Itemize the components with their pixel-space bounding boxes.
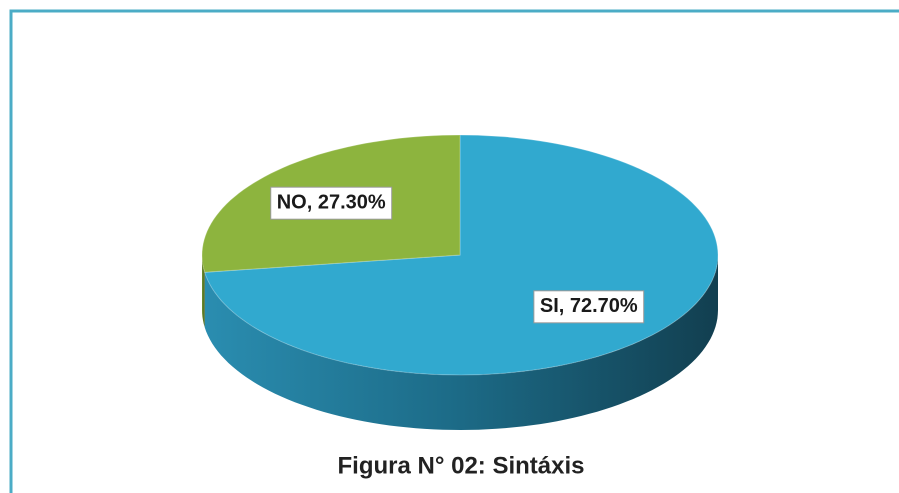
data-label: NO, 27.30% <box>270 186 393 220</box>
slice-side <box>204 255 718 430</box>
data-label-text: SI, 72.70% <box>540 295 638 317</box>
data-label-text: NO, 27.30% <box>277 191 386 213</box>
pie: SI, 72.70% NO, 27.30% <box>201 134 719 430</box>
slice-side <box>202 255 205 328</box>
chart-title: Figura N° 02: Sintáxis <box>338 452 585 479</box>
data-label: SI, 72.70% <box>533 290 645 324</box>
data-label-box <box>533 290 645 324</box>
data-label-box <box>270 186 393 220</box>
